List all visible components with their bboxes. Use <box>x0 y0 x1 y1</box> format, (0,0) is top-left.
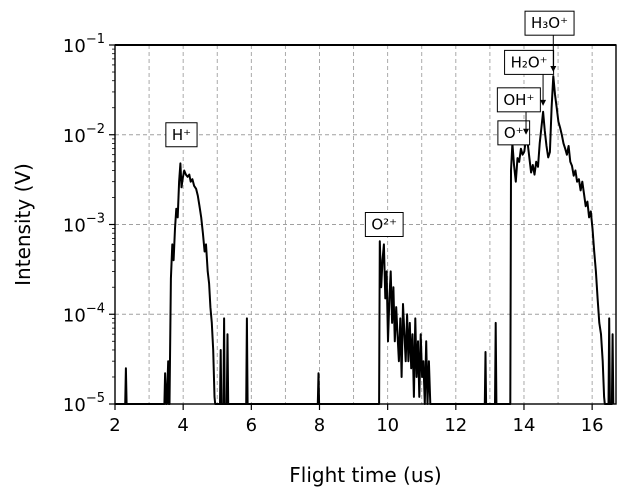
peak-label-box <box>524 10 575 36</box>
peak-label: OH⁺ <box>496 87 541 113</box>
x-tick-label: 10 <box>376 415 399 436</box>
series-layer <box>115 75 615 405</box>
intensity-series-line <box>115 75 615 405</box>
peak-label-text: O²⁺ <box>371 216 397 234</box>
peak-label-text: H⁺ <box>172 126 191 144</box>
y-tick-label: 10−2 <box>63 122 105 147</box>
peak-label: H₃O⁺ <box>524 10 575 36</box>
peak-label: H₂O⁺ <box>504 49 555 75</box>
peak-label-box <box>496 87 541 113</box>
peak-label-text: OH⁺ <box>503 91 534 109</box>
x-axis-title: Flight time (us) <box>289 463 441 487</box>
x-tick-label: 12 <box>444 415 467 436</box>
peak-label: O⁺ <box>497 120 531 146</box>
x-tick-label: 4 <box>177 415 188 436</box>
x-tick-label: 14 <box>513 415 536 436</box>
peak-label-box <box>364 212 404 237</box>
x-tick-label: 6 <box>246 415 257 436</box>
peak-label: O²⁺ <box>364 212 404 237</box>
y-tick-label: 10−1 <box>63 32 105 57</box>
peak-annotations: H⁺ O²⁺ O⁺ OH⁺ H₂O⁺ H₃O⁺ <box>165 10 575 237</box>
peak-arrow-head <box>540 99 547 106</box>
y-axis-title: Intensity (V) <box>11 163 35 286</box>
y-tick-label: 10−5 <box>63 391 105 416</box>
peak-label-text: O⁺ <box>504 124 524 142</box>
peak-label: H⁺ <box>165 122 198 148</box>
peak-label-box <box>497 120 531 146</box>
x-axis-ticks: 2 4 6 8 10 12 14 16 <box>109 404 604 436</box>
peak-label-box <box>504 49 555 75</box>
x-tick-label: 8 <box>314 415 325 436</box>
peak-label-text: H₃O⁺ <box>531 14 568 32</box>
x-tick-label: 16 <box>581 415 604 436</box>
y-axis-ticks: 10−5 10−4 10−3 10−2 10−1 <box>63 32 115 416</box>
peak-arrow-head <box>523 128 530 135</box>
peak-arrow-head <box>550 66 557 73</box>
peak-label-text: H₂O⁺ <box>511 53 548 71</box>
y-tick-label: 10−4 <box>63 301 105 326</box>
y-tick-label: 10−3 <box>63 212 105 237</box>
x-tick-label: 2 <box>109 415 120 436</box>
peak-label-box <box>165 122 198 148</box>
